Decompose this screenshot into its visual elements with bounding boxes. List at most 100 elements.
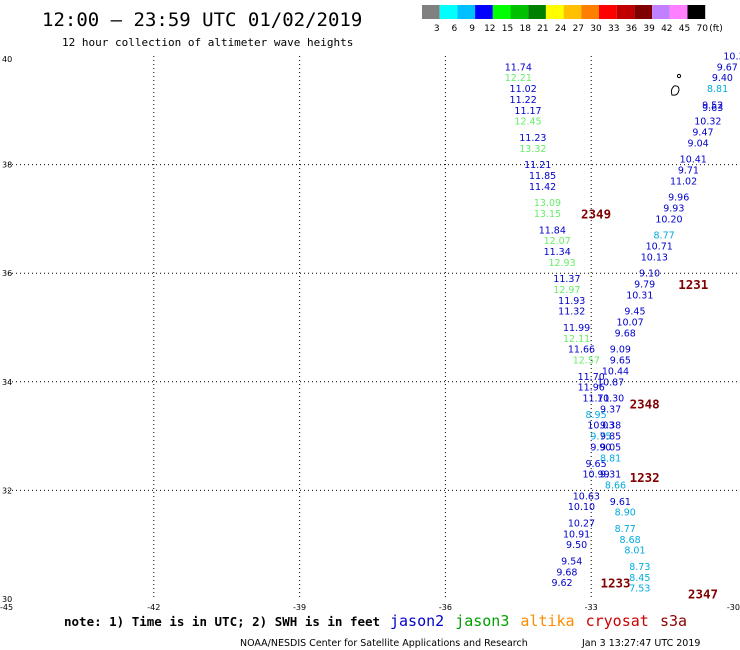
wave-height-value: 9.37 xyxy=(600,404,621,415)
wave-height-value: 11.02 xyxy=(510,84,537,95)
colorbar-label: 39 xyxy=(643,24,655,34)
latitude-labels: 40 38 36 34 32 30 xyxy=(2,55,12,604)
colorbar-label: 15 xyxy=(502,24,513,34)
latitude-label: 34 xyxy=(2,378,12,387)
wave-height-value: 9.52 xyxy=(702,100,723,111)
colorbar-label: 42 xyxy=(661,24,672,34)
wave-height-value: 9.50 xyxy=(566,540,587,551)
latitude-label: 30 xyxy=(2,595,12,604)
colorbar-label: 12 xyxy=(484,24,495,34)
wave-height-value: 9.47 xyxy=(692,128,713,139)
colorbar-label: 27 xyxy=(573,24,584,34)
wave-height-value: 7.53 xyxy=(629,584,650,595)
satellite-s3a: s3a xyxy=(660,612,687,630)
wave-height-value: 12.07 xyxy=(544,236,571,247)
wave-height-value: 9.40 xyxy=(712,73,733,84)
wave-height-value: 11.32 xyxy=(558,307,585,318)
wave-height-value: 11.42 xyxy=(529,182,556,193)
wave-height-value: 11.02 xyxy=(670,176,697,187)
wave-height-value: 11.84 xyxy=(539,225,566,236)
colorbar-swatch xyxy=(545,5,564,19)
color-scale-legend: 3 6 9 12 15 18 21 24 27 30 33 36 39 42 45 70 (ft) xyxy=(422,5,723,34)
wave-height-value: 10.31 xyxy=(626,290,653,301)
wave-height-value: 8.81 xyxy=(707,84,728,95)
satellite-tracks: 11.7412.2111.0211.2211.1712.4511.2313.32… xyxy=(505,52,740,595)
wave-height-value: 8.81 xyxy=(600,453,621,464)
wave-height-value: 8.01 xyxy=(624,546,645,557)
latitude-label: 40 xyxy=(2,55,12,64)
pass-time-label: 2347 xyxy=(688,587,718,602)
latitude-label: 38 xyxy=(2,161,12,170)
wave-height-value: 8.45 xyxy=(629,573,650,584)
satellite-legend: jason2 jason3 altika cryosat s3a xyxy=(390,612,687,630)
wave-height-value: 9.45 xyxy=(624,307,645,318)
wave-height-value: 10.87 xyxy=(597,377,624,388)
longitude-label: -39 xyxy=(293,603,306,612)
satellite-jason3: jason3 xyxy=(455,612,509,630)
wave-height-value: 9.93 xyxy=(663,204,684,215)
colorbar-swatch xyxy=(439,5,458,19)
wave-height-value: 9.71 xyxy=(678,166,699,177)
wave-height-value: 8.90 xyxy=(615,508,636,519)
wave-height-value: 10.99 xyxy=(582,470,609,481)
wave-height-value: 10.30 xyxy=(597,394,624,405)
wave-height-value: 9.79 xyxy=(634,280,655,291)
colorbar-label: 9 xyxy=(469,24,475,34)
footer-timestamp: Jan 3 13:27:47 UTC 2019 xyxy=(581,638,700,649)
colorbar-swatch xyxy=(422,5,440,19)
wave-height-value: 9.04 xyxy=(688,138,709,149)
wave-height-value: 11.21 xyxy=(524,160,551,171)
wave-height-value: 10.20 xyxy=(655,214,682,225)
wave-height-value: 9.54 xyxy=(561,556,582,567)
colorbar-label: 6 xyxy=(452,24,458,34)
colorbar-swatch xyxy=(528,5,546,19)
wave-height-value: 9.31 xyxy=(600,470,621,481)
pass-time-label: 2348 xyxy=(630,397,660,412)
wave-height-value: 11.66 xyxy=(568,345,595,356)
colorbar-label: 36 xyxy=(626,24,638,34)
colorbar-label: 3 xyxy=(434,24,440,34)
wave-height-value: 9.85 xyxy=(600,432,621,443)
wave-height-value: 10.44 xyxy=(602,366,629,377)
track-2: 10.369.679.408.819.529.6310.329.479.0410… xyxy=(597,52,740,595)
wave-height-value: 10.63 xyxy=(573,491,600,502)
colorbar-swatch xyxy=(652,5,670,19)
wave-height-value: 13.09 xyxy=(534,198,561,209)
wave-height-value: 9.61 xyxy=(610,497,631,508)
wave-height-value: 9.63 xyxy=(702,103,723,114)
wave-height-value: 10.10 xyxy=(568,502,595,513)
wave-height-value: 11.71 xyxy=(582,394,609,405)
wave-height-value: 9.67 xyxy=(717,62,738,73)
wave-height-value: 13.32 xyxy=(519,144,546,155)
colorbar-swatch xyxy=(599,5,617,19)
longitude-label: -42 xyxy=(147,603,160,612)
wave-height-value: 11.99 xyxy=(563,323,590,334)
wave-height-value: 9.38 xyxy=(600,421,621,432)
wave-height-value: 11.37 xyxy=(553,274,580,285)
longitude-label: -30 xyxy=(727,603,740,612)
wave-height-value: 10.27 xyxy=(568,518,595,529)
map-title: 12:00 — 23:59 UTC 01/02/2019 xyxy=(42,9,362,31)
wave-height-value: 11.93 xyxy=(558,296,585,307)
wave-height-value: 9.65 xyxy=(585,459,606,470)
lat-lon-grid xyxy=(8,56,737,599)
longitude-label: -36 xyxy=(439,603,452,612)
wave-height-value: 13.15 xyxy=(534,209,561,220)
wave-height-value: 9.90 xyxy=(590,442,611,453)
footer-note: note: 1) Time is in UTC; 2) SWH is in fe… xyxy=(64,614,380,629)
wave-height-value: 11.23 xyxy=(519,133,546,144)
wave-height-value: 9.96 xyxy=(668,193,689,204)
wave-height-value: 10.07 xyxy=(616,318,643,329)
wave-height-value: 12.57 xyxy=(573,356,600,367)
wave-height-value: 11.70 xyxy=(578,372,605,383)
colorbar-swatch xyxy=(563,5,582,19)
wave-height-value: 10.91 xyxy=(563,529,590,540)
colorbar-swatch xyxy=(687,5,706,19)
wave-height-value: 11.17 xyxy=(514,106,541,117)
island-outline xyxy=(670,73,682,96)
latitude-label: 32 xyxy=(2,486,12,495)
wave-height-value: 11.22 xyxy=(510,95,537,106)
wave-height-value: 12.93 xyxy=(548,258,575,269)
wave-height-value: 10.13 xyxy=(641,252,668,263)
